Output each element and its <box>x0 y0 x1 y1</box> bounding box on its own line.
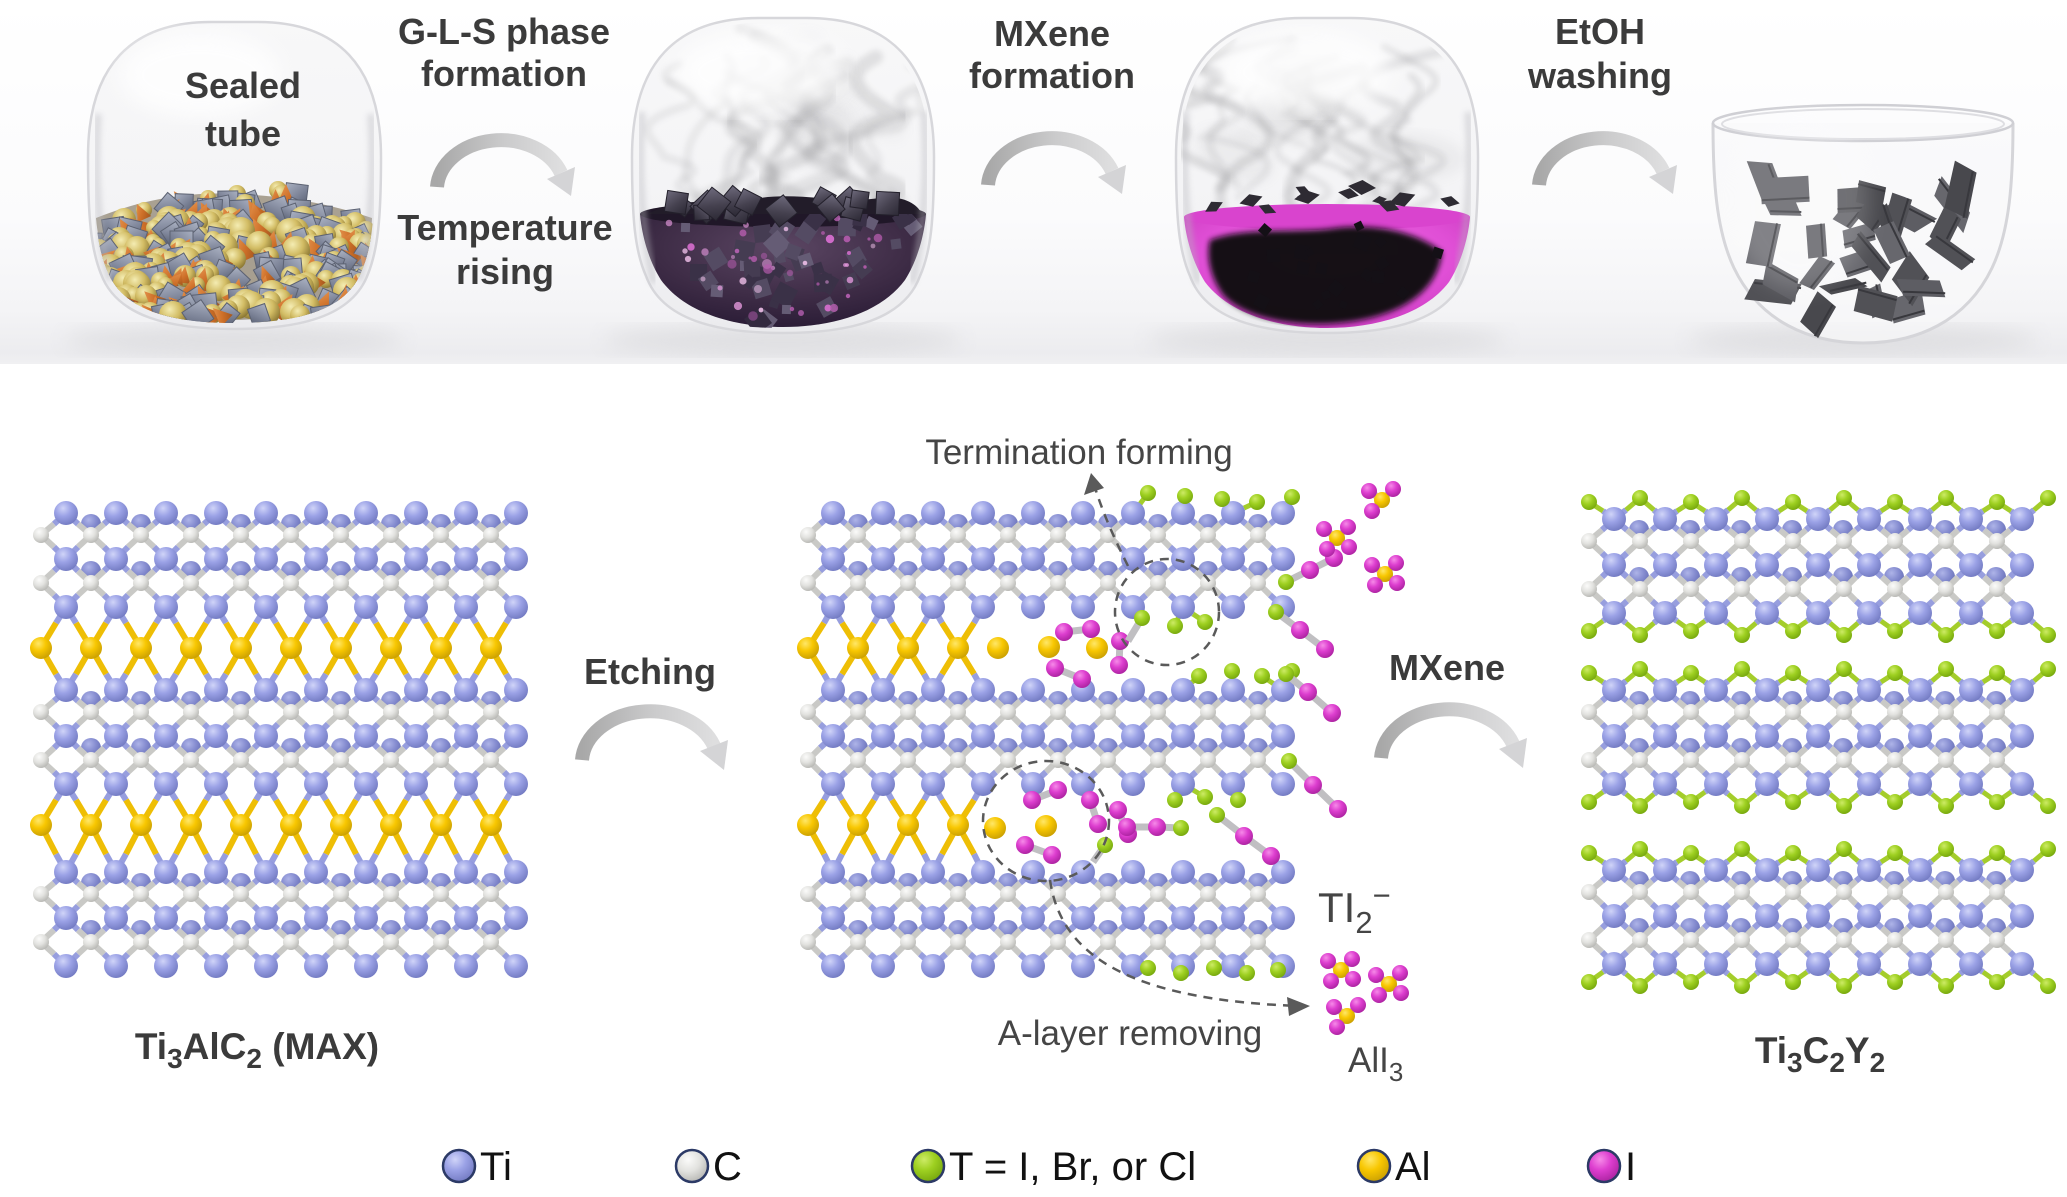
svg-text:Temperature: Temperature <box>397 207 612 248</box>
svg-text:Etching: Etching <box>584 651 716 692</box>
svg-text:A-layer removing: A-layer removing <box>998 1014 1263 1053</box>
svg-text:Ti: Ti <box>480 1145 512 1189</box>
svg-text:formation: formation <box>969 55 1135 96</box>
svg-text:MXene: MXene <box>1389 647 1505 688</box>
svg-text:G-L-S phase: G-L-S phase <box>398 11 610 52</box>
svg-text:MXene: MXene <box>994 13 1110 54</box>
svg-text:Ti3C2Y2: Ti3C2Y2 <box>1755 1030 1885 1078</box>
svg-text:C: C <box>713 1145 742 1189</box>
svg-text:T = I, Br, or Cl: T = I, Br, or Cl <box>949 1145 1196 1189</box>
svg-text:EtOH: EtOH <box>1555 11 1645 52</box>
svg-text:rising: rising <box>456 251 554 292</box>
svg-text:tube: tube <box>205 113 281 154</box>
svg-text:Sealed: Sealed <box>185 65 301 106</box>
svg-text:I: I <box>1625 1145 1636 1189</box>
svg-text:Termination forming: Termination forming <box>925 433 1232 472</box>
svg-text:Al: Al <box>1395 1145 1431 1189</box>
svg-text:AlI3: AlI3 <box>1348 1041 1403 1087</box>
svg-text:washing: washing <box>1527 55 1672 96</box>
svg-text:formation: formation <box>421 53 587 94</box>
